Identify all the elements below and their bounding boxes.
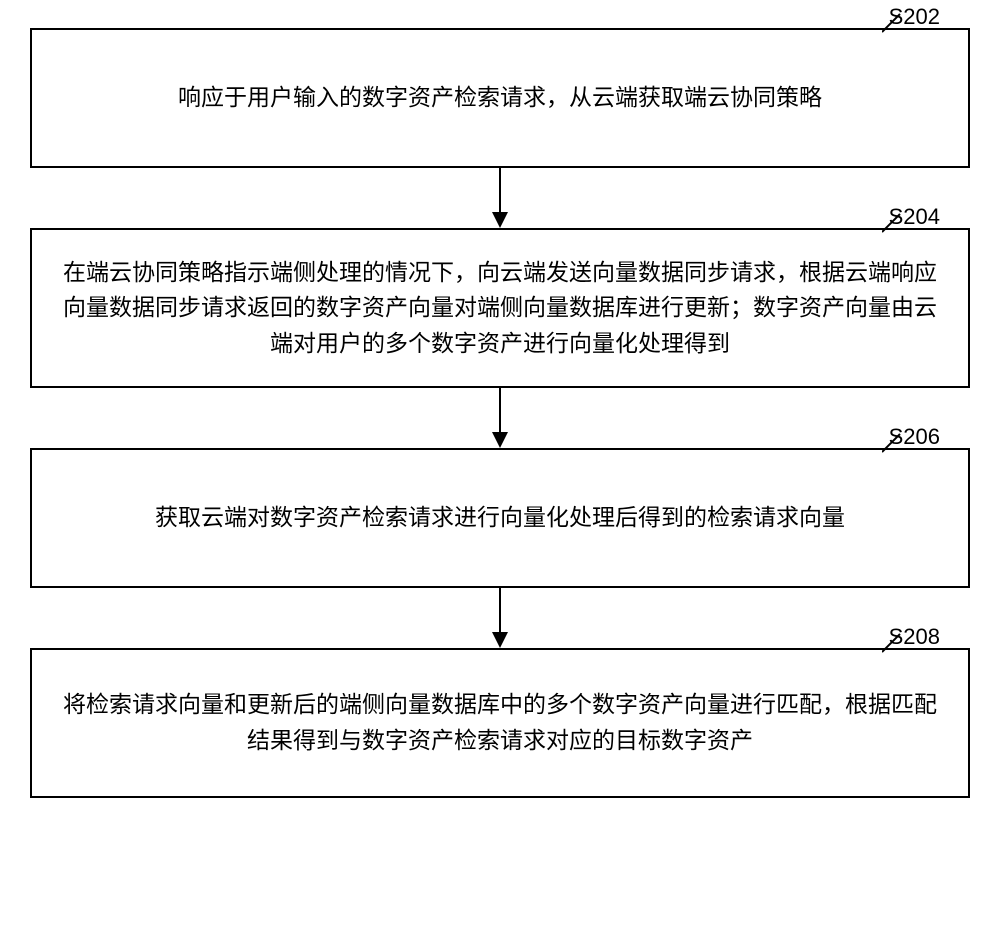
step-box: 在端云协同策略指示端侧处理的情况下，向云端发送向量数据同步请求，根据云端响应向量… (30, 228, 970, 388)
flow-step: S208 将检索请求向量和更新后的端侧向量数据库中的多个数字资产向量进行匹配，根… (30, 648, 970, 798)
step-text: 将检索请求向量和更新后的端侧向量数据库中的多个数字资产向量进行匹配，根据匹配结果… (62, 687, 938, 758)
step-text: 在端云协同策略指示端侧处理的情况下，向云端发送向量数据同步请求，根据云端响应向量… (62, 255, 938, 362)
flow-arrow (30, 388, 970, 448)
flow-arrow (30, 588, 970, 648)
step-text: 响应于用户输入的数字资产检索请求，从云端获取端云协同策略 (178, 80, 822, 116)
step-id-label: S206 (889, 424, 940, 450)
step-id-label: S208 (889, 624, 940, 650)
step-id-label: S204 (889, 204, 940, 230)
flow-step: S202 响应于用户输入的数字资产检索请求，从云端获取端云协同策略 (30, 28, 970, 168)
step-text: 获取云端对数字资产检索请求进行向量化处理后得到的检索请求向量 (155, 500, 845, 536)
step-box: 获取云端对数字资产检索请求进行向量化处理后得到的检索请求向量 (30, 448, 970, 588)
flow-step: S204 在端云协同策略指示端侧处理的情况下，向云端发送向量数据同步请求，根据云… (30, 228, 970, 388)
flow-step: S206 获取云端对数字资产检索请求进行向量化处理后得到的检索请求向量 (30, 448, 970, 588)
step-box: 响应于用户输入的数字资产检索请求，从云端获取端云协同策略 (30, 28, 970, 168)
step-id-label: S202 (889, 4, 940, 30)
flowchart-container: S202 响应于用户输入的数字资产检索请求，从云端获取端云协同策略 S204 在… (30, 28, 970, 798)
step-box: 将检索请求向量和更新后的端侧向量数据库中的多个数字资产向量进行匹配，根据匹配结果… (30, 648, 970, 798)
flow-arrow (30, 168, 970, 228)
